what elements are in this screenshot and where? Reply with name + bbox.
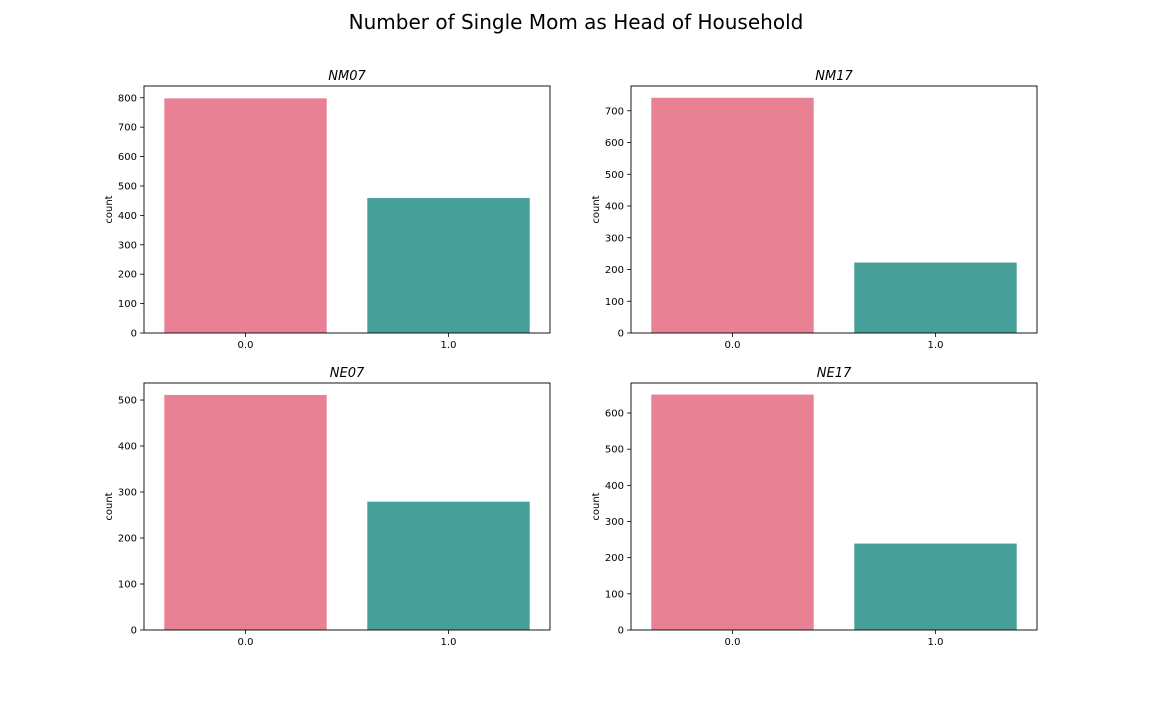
y-tick-label: 700 xyxy=(605,106,624,117)
subplot-title: NM17 xyxy=(815,69,853,84)
charts-grid: 0 100 200 300 400 500 600 700 800 0.0 1.0 NM07 count… xyxy=(104,69,1038,648)
y-tick-label: 500 xyxy=(118,396,137,407)
y-tick-label: 500 xyxy=(605,445,624,456)
x-tick-label: 1.0 xyxy=(441,340,457,351)
y-tick-label: 0 xyxy=(131,626,137,637)
y-tick-label: 600 xyxy=(118,152,137,163)
y-tick-label: 500 xyxy=(118,181,137,192)
x-tick-label: 1.0 xyxy=(928,637,944,648)
y-tick-label: 200 xyxy=(605,265,624,276)
y-tick-label: 600 xyxy=(605,409,624,420)
x-tick-label: 0.0 xyxy=(238,637,254,648)
x-tick-label: 0.0 xyxy=(238,340,254,351)
bar-1.0 xyxy=(854,262,1017,333)
y-axis-label: count xyxy=(591,195,602,223)
y-tick-label: 800 xyxy=(118,93,137,104)
y-tick-label: 200 xyxy=(118,534,137,545)
bar-1.0 xyxy=(367,501,530,630)
y-tick-label: 100 xyxy=(118,580,137,591)
x-tick-label: 0.0 xyxy=(725,340,741,351)
y-tick-label: 300 xyxy=(605,517,624,528)
figure-title: Number of Single Mom as Head of Househol… xyxy=(349,10,804,34)
axes-frame xyxy=(143,85,551,334)
chart-0: 0 100 200 300 400 500 600 700 800 0.0 1.0 NM07 count xyxy=(104,69,551,351)
y-tick-label: 100 xyxy=(605,297,624,308)
x-tick-label: 1.0 xyxy=(928,340,944,351)
y-tick-label: 400 xyxy=(605,202,624,213)
y-tick-label: 100 xyxy=(118,299,137,310)
y-tick-label: 300 xyxy=(118,488,137,499)
y-axis-label: count xyxy=(104,492,115,520)
y-tick-label: 100 xyxy=(605,589,624,600)
chart-3: 0 100 200 300 400 500 600 0.0 1.0 NE17 count xyxy=(591,366,1038,648)
y-tick-label: 0 xyxy=(131,329,137,340)
y-tick-label: 600 xyxy=(605,138,624,149)
y-tick-label: 200 xyxy=(118,270,137,281)
x-tick-label: 1.0 xyxy=(441,637,457,648)
bar-0.0 xyxy=(651,97,814,333)
y-tick-label: 400 xyxy=(118,211,137,222)
y-tick-label: 0 xyxy=(618,329,624,340)
y-tick-label: 400 xyxy=(118,442,137,453)
y-tick-label: 200 xyxy=(605,553,624,564)
bar-0.0 xyxy=(651,394,814,630)
bar-1.0 xyxy=(367,198,530,333)
x-tick-label: 0.0 xyxy=(725,637,741,648)
y-tick-label: 400 xyxy=(605,481,624,492)
chart-1: 0 100 200 300 400 500 600 700 0.0 1.0 NM17 count xyxy=(591,69,1038,351)
subplot-title: NM07 xyxy=(328,69,366,84)
subplot-title: NE07 xyxy=(330,366,365,381)
y-tick-label: 0 xyxy=(618,626,624,637)
y-axis-label: count xyxy=(104,195,115,223)
y-tick-label: 500 xyxy=(605,170,624,181)
subplot-title: NE17 xyxy=(817,366,852,381)
bar-0.0 xyxy=(164,394,327,630)
axes-frame xyxy=(630,382,1038,631)
y-tick-label: 300 xyxy=(118,240,137,251)
axes-frame xyxy=(143,382,551,631)
y-axis-label: count xyxy=(591,492,602,520)
y-tick-label: 300 xyxy=(605,233,624,244)
bar-0.0 xyxy=(164,98,327,333)
axes-frame xyxy=(630,85,1038,334)
y-tick-label: 700 xyxy=(118,123,137,134)
bar-1.0 xyxy=(854,543,1017,630)
chart-2: 0 100 200 300 400 500 0.0 1.0 NE07 count xyxy=(104,366,551,648)
